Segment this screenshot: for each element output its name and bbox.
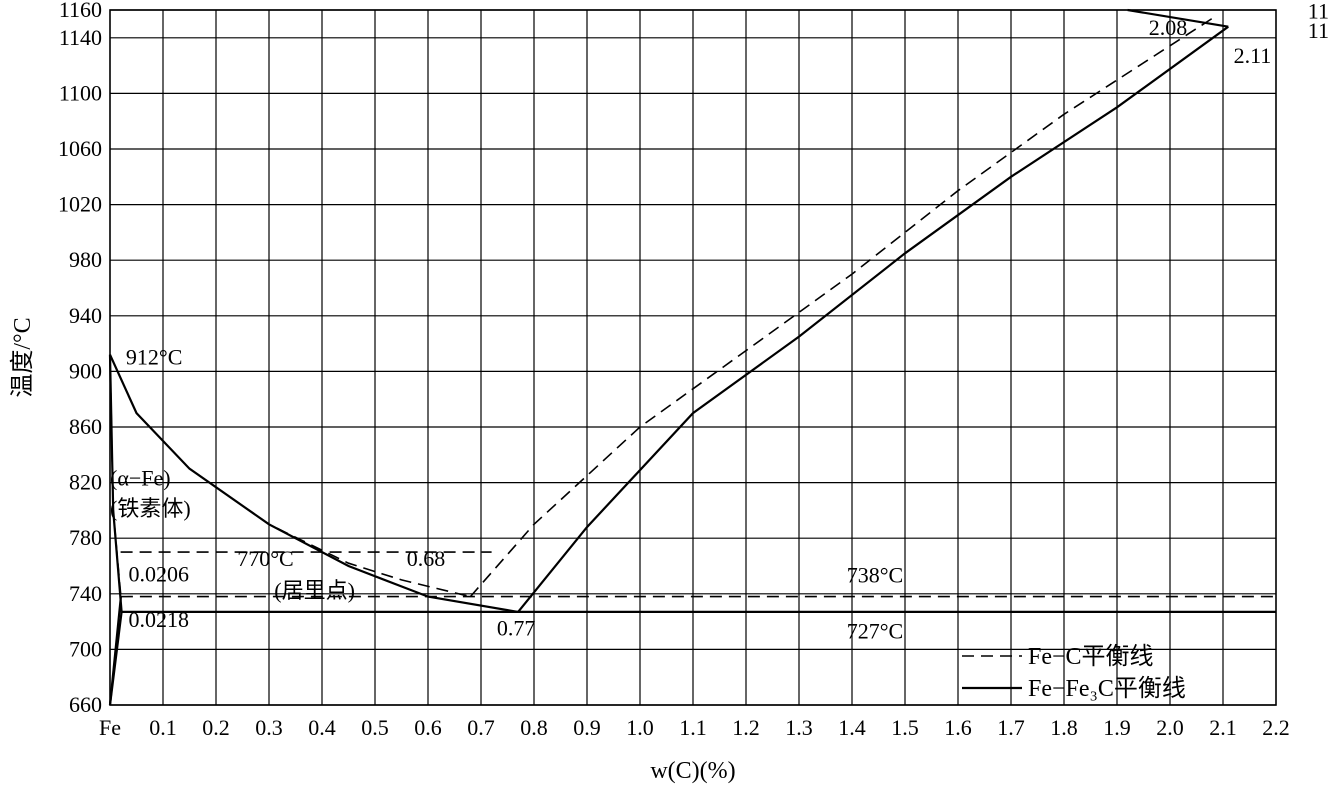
x-tick-label: 1.2	[732, 715, 760, 740]
x-tick-label: 0.4	[308, 715, 336, 740]
annotation-label: 770°C	[237, 546, 293, 571]
x-tick-label: 2.0	[1156, 715, 1184, 740]
x-tick-label: 1.5	[891, 715, 919, 740]
y-tick-label: 940	[69, 303, 102, 328]
x-tick-label: 1.0	[626, 715, 654, 740]
series-line	[469, 17, 1213, 598]
x-tick-label: 1.4	[838, 715, 866, 740]
x-tick-label: 0.7	[467, 715, 495, 740]
y-tick-label: 1100	[59, 80, 102, 105]
annotation-label: 0.68	[407, 546, 446, 571]
annotation-label: 2.08	[1149, 15, 1188, 40]
annotation-label: (α−Fe)	[110, 465, 171, 490]
annotation-label: (居里点)	[274, 578, 355, 603]
tick-labels: Fe 0.1 0.2 0.3 0.4 0.5 0.6 0.7 0.8 0.9 1.0 1.1 1.2 1.…	[58, 0, 1290, 740]
y-tick-label: 1140	[59, 25, 102, 50]
x-tick-label: 0.5	[361, 715, 389, 740]
y-tick-label: 1160	[59, 0, 102, 22]
x-tick-label: 2.2	[1262, 715, 1290, 740]
x-tick-label: 2.1	[1209, 715, 1237, 740]
x-tick-label: 1.6	[944, 715, 972, 740]
x-tick-label: 1.7	[997, 715, 1025, 740]
series-line	[517, 25, 1229, 613]
legend-label: Fe−Fe₃C平衡线	[1028, 675, 1186, 702]
grid	[109, 9, 1277, 706]
annotation-label: 727°C	[847, 618, 903, 643]
annotation-label: 738°C	[847, 563, 903, 588]
x-tick-label: 1.8	[1050, 715, 1078, 740]
annotation-label: 0.0206	[129, 561, 190, 586]
y-tick-label: 660	[69, 692, 102, 717]
y-tick-label: 900	[69, 358, 102, 383]
series-line	[108, 354, 519, 613]
x-tick-label: 0.9	[573, 715, 601, 740]
y-tick-label: 980	[69, 247, 102, 272]
annotation-label: (铁素体)	[110, 496, 191, 521]
x-tick-label: 0.6	[414, 715, 442, 740]
annotation-label: 1154℃	[1308, 0, 1328, 23]
legend-label: Fe−C平衡线	[1028, 643, 1154, 670]
x-axis-title: w(C)(%)	[650, 758, 735, 784]
x-tick-label: Fe	[99, 715, 121, 740]
y-tick-label: 820	[69, 470, 102, 495]
annotation-label: 1148℃	[1308, 18, 1328, 43]
y-tick-label: 700	[69, 636, 102, 661]
x-tick-label: 1.1	[679, 715, 707, 740]
y-tick-label: 860	[69, 414, 102, 439]
x-tick-label: 0.1	[149, 715, 177, 740]
annotation-label: 912°C	[126, 344, 182, 369]
y-tick-label: 780	[69, 525, 102, 550]
annotation-label: 0.0218	[129, 607, 190, 632]
x-tick-label: 0.8	[520, 715, 548, 740]
y-tick-label: 1020	[58, 192, 102, 217]
series-line	[108, 596, 122, 706]
series-layer	[108, 8, 1276, 706]
x-tick-label: 1.9	[1103, 715, 1131, 740]
x-tick-label: 0.3	[255, 715, 283, 740]
annotations: 1154℃1148℃ 2.08 2.11 912°C (α−Fe) (铁素体) 770°C 0…	[110, 0, 1328, 643]
y-tick-label: 740	[69, 581, 102, 606]
y-axis-title: 温度/°C	[9, 317, 36, 397]
annotation-label: 2.11	[1234, 43, 1272, 68]
x-tick-label: 1.3	[785, 715, 813, 740]
series-line	[108, 354, 123, 612]
legend: Fe−C平衡线 Fe−Fe₃C平衡线	[962, 643, 1186, 702]
annotation-label: 0.77	[497, 616, 536, 641]
x-tick-label: 0.2	[202, 715, 230, 740]
y-tick-label: 1060	[58, 136, 102, 161]
series-line	[1127, 8, 1229, 28]
